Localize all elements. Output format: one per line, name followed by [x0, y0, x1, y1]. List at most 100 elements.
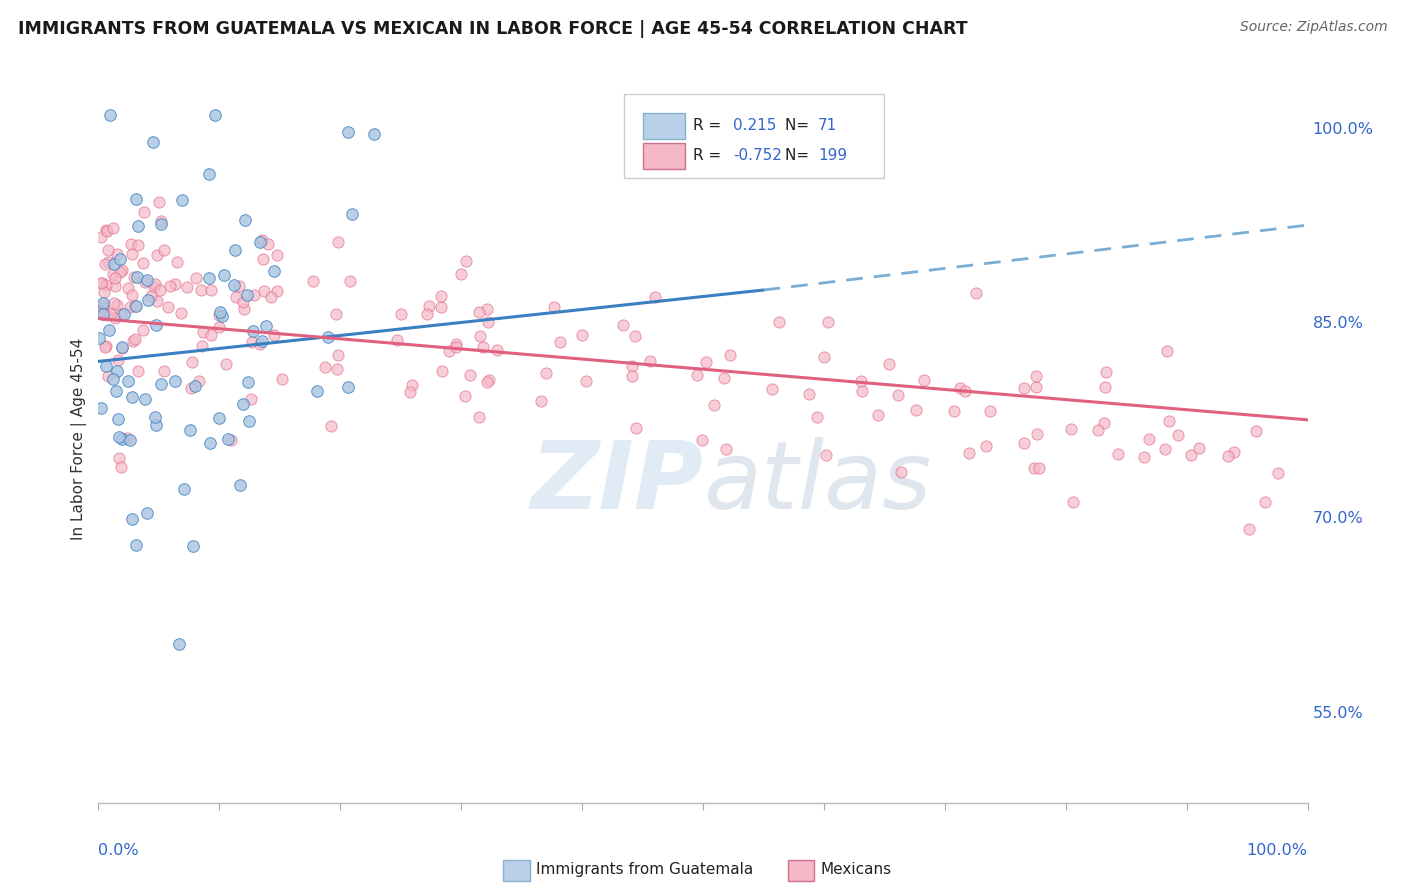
Point: [1153, 442, 1175, 456]
Point: [104, 270, 127, 285]
Point: [127, 364, 149, 378]
Point: [478, 372, 501, 386]
Point: [236, 288, 259, 302]
Point: [198, 271, 221, 285]
Point: [399, 384, 422, 399]
Point: [339, 274, 361, 288]
Point: [98, 322, 121, 336]
Point: [219, 433, 242, 447]
Point: [912, 373, 935, 387]
Point: [1254, 495, 1277, 509]
Point: [108, 451, 131, 466]
Point: [96, 338, 118, 352]
Point: [1244, 424, 1267, 438]
Point: [94, 257, 117, 271]
Point: [107, 430, 129, 444]
Point: [254, 319, 277, 334]
Text: R =: R =: [693, 148, 727, 163]
Point: [957, 446, 980, 460]
Point: [260, 290, 283, 304]
Point: [180, 381, 202, 395]
Point: [418, 299, 440, 313]
Bar: [643, 143, 685, 169]
Point: [176, 280, 198, 294]
Point: [87, 303, 110, 318]
Point: [486, 343, 509, 358]
Point: [690, 433, 713, 447]
Point: [157, 301, 180, 315]
Point: [142, 136, 165, 150]
Point: [1216, 450, 1239, 464]
Point: [145, 293, 167, 308]
Point: [686, 368, 709, 382]
Point: [467, 305, 489, 319]
Point: [974, 439, 997, 453]
Point: [91, 301, 114, 315]
Point: [159, 278, 181, 293]
Point: [105, 246, 128, 260]
Point: [136, 507, 159, 521]
Point: [243, 288, 266, 302]
Point: [122, 269, 145, 284]
Point: [389, 307, 412, 321]
Point: [122, 334, 145, 348]
Point: [111, 342, 134, 356]
Point: [187, 375, 209, 389]
Point: [125, 299, 148, 313]
Point: [644, 290, 666, 304]
Point: [101, 267, 124, 281]
Point: [200, 328, 222, 343]
Point: [136, 293, 159, 308]
Point: [316, 329, 339, 343]
Point: [121, 512, 143, 526]
Point: [215, 357, 238, 371]
Point: [703, 398, 725, 412]
Point: [91, 297, 114, 311]
Point: [430, 289, 453, 303]
Point: [191, 326, 214, 340]
Point: [716, 442, 738, 457]
Point: [1167, 428, 1189, 442]
Point: [477, 315, 499, 329]
Point: [1094, 380, 1116, 394]
Point: [266, 284, 288, 298]
Point: [149, 283, 172, 297]
Point: [761, 382, 783, 396]
Point: [1014, 381, 1036, 395]
Point: [96, 224, 118, 238]
Point: [228, 279, 250, 293]
Point: [612, 318, 634, 332]
Point: [132, 204, 155, 219]
Point: [101, 220, 124, 235]
Point: [94, 307, 117, 321]
Point: [204, 108, 226, 122]
Text: R =: R =: [693, 119, 727, 134]
Point: [117, 281, 139, 295]
Point: [173, 482, 195, 496]
Point: [904, 403, 927, 417]
Point: [548, 334, 571, 349]
Point: [212, 268, 235, 282]
Point: [1156, 343, 1178, 358]
Point: [110, 460, 132, 475]
Point: [143, 279, 166, 293]
Point: [94, 278, 117, 293]
Point: [124, 538, 146, 552]
Text: Mexicans: Mexicans: [820, 863, 891, 877]
Text: Immigrants from Guatemala: Immigrants from Guatemala: [536, 863, 754, 877]
Point: [89, 331, 111, 345]
Point: [979, 404, 1001, 418]
Point: [118, 433, 141, 447]
Point: [224, 243, 246, 257]
Point: [266, 248, 288, 262]
Point: [97, 254, 120, 268]
Point: [145, 417, 167, 432]
Point: [319, 418, 342, 433]
Point: [1239, 522, 1261, 536]
FancyBboxPatch shape: [624, 94, 884, 178]
Point: [340, 207, 363, 221]
Point: [536, 366, 558, 380]
Point: [110, 307, 132, 321]
Point: [238, 414, 260, 428]
Point: [454, 254, 477, 268]
